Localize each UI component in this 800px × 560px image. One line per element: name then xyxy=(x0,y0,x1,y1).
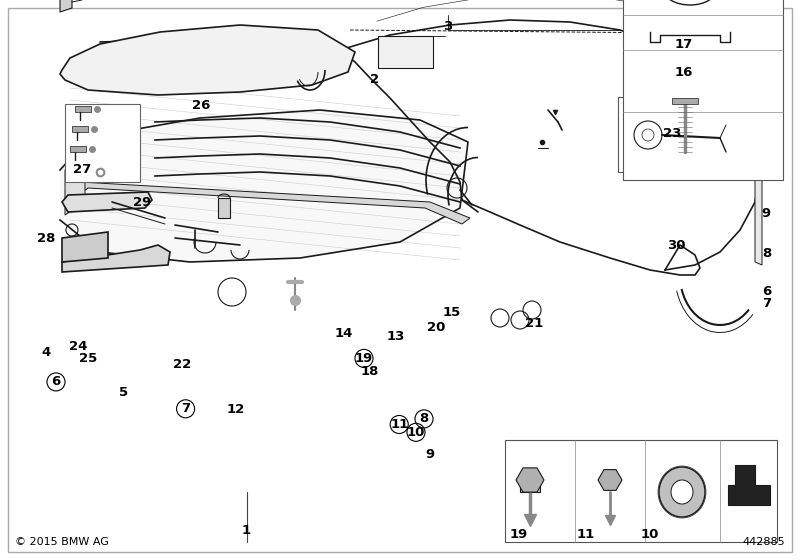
Text: 8: 8 xyxy=(762,246,771,260)
Polygon shape xyxy=(72,126,88,132)
Polygon shape xyxy=(726,32,756,50)
Text: 5: 5 xyxy=(119,385,129,399)
Ellipse shape xyxy=(671,480,693,504)
Text: 26: 26 xyxy=(193,99,210,112)
Text: 22: 22 xyxy=(174,357,191,371)
Polygon shape xyxy=(60,0,72,12)
Text: 7: 7 xyxy=(181,402,190,416)
Text: 8: 8 xyxy=(419,412,429,426)
Text: 14: 14 xyxy=(335,326,353,340)
Text: 2: 2 xyxy=(370,73,379,86)
Polygon shape xyxy=(70,146,86,152)
Ellipse shape xyxy=(659,467,705,517)
Text: 1: 1 xyxy=(242,524,251,538)
Polygon shape xyxy=(65,182,470,224)
Polygon shape xyxy=(738,70,748,88)
Polygon shape xyxy=(62,232,108,262)
Bar xyxy=(505,440,777,542)
Text: © 2015 BMW AG: © 2015 BMW AG xyxy=(15,537,109,547)
Text: 442885: 442885 xyxy=(742,537,785,547)
Text: 21: 21 xyxy=(526,317,543,330)
Polygon shape xyxy=(728,465,770,505)
Text: 10: 10 xyxy=(641,528,658,542)
Text: 19: 19 xyxy=(355,352,373,365)
Text: 18: 18 xyxy=(361,365,378,379)
Polygon shape xyxy=(60,25,355,95)
Text: 9: 9 xyxy=(762,207,771,221)
Text: 15: 15 xyxy=(442,306,460,319)
Bar xyxy=(618,97,733,172)
Text: 27: 27 xyxy=(74,162,91,176)
Bar xyxy=(218,198,230,218)
Text: 13: 13 xyxy=(387,329,405,343)
Polygon shape xyxy=(62,245,170,272)
Text: 12: 12 xyxy=(227,403,245,417)
Text: 24: 24 xyxy=(70,339,87,353)
Text: 6: 6 xyxy=(762,284,771,298)
Text: 11: 11 xyxy=(577,528,594,542)
Text: 23: 23 xyxy=(663,127,681,140)
Polygon shape xyxy=(730,68,745,88)
Polygon shape xyxy=(520,480,540,492)
Polygon shape xyxy=(755,140,762,265)
Text: 9: 9 xyxy=(426,448,435,461)
Text: 16: 16 xyxy=(675,66,693,80)
Text: 19: 19 xyxy=(510,528,527,542)
Text: 11: 11 xyxy=(390,418,408,431)
Text: 10: 10 xyxy=(407,426,425,439)
Text: 4: 4 xyxy=(42,346,51,360)
Text: 3: 3 xyxy=(443,20,453,34)
Bar xyxy=(65,104,140,182)
Polygon shape xyxy=(62,192,152,212)
Text: 25: 25 xyxy=(79,352,97,365)
Text: 28: 28 xyxy=(38,231,55,245)
Text: 20: 20 xyxy=(427,321,445,334)
Text: 17: 17 xyxy=(675,38,693,52)
Polygon shape xyxy=(672,98,698,104)
Polygon shape xyxy=(75,106,91,112)
Text: 29: 29 xyxy=(134,196,151,209)
Polygon shape xyxy=(60,110,468,262)
Polygon shape xyxy=(65,155,85,215)
Text: 30: 30 xyxy=(666,239,686,252)
Text: 6: 6 xyxy=(51,375,61,389)
Bar xyxy=(623,0,783,180)
Bar xyxy=(378,36,433,68)
Text: 7: 7 xyxy=(762,297,771,310)
